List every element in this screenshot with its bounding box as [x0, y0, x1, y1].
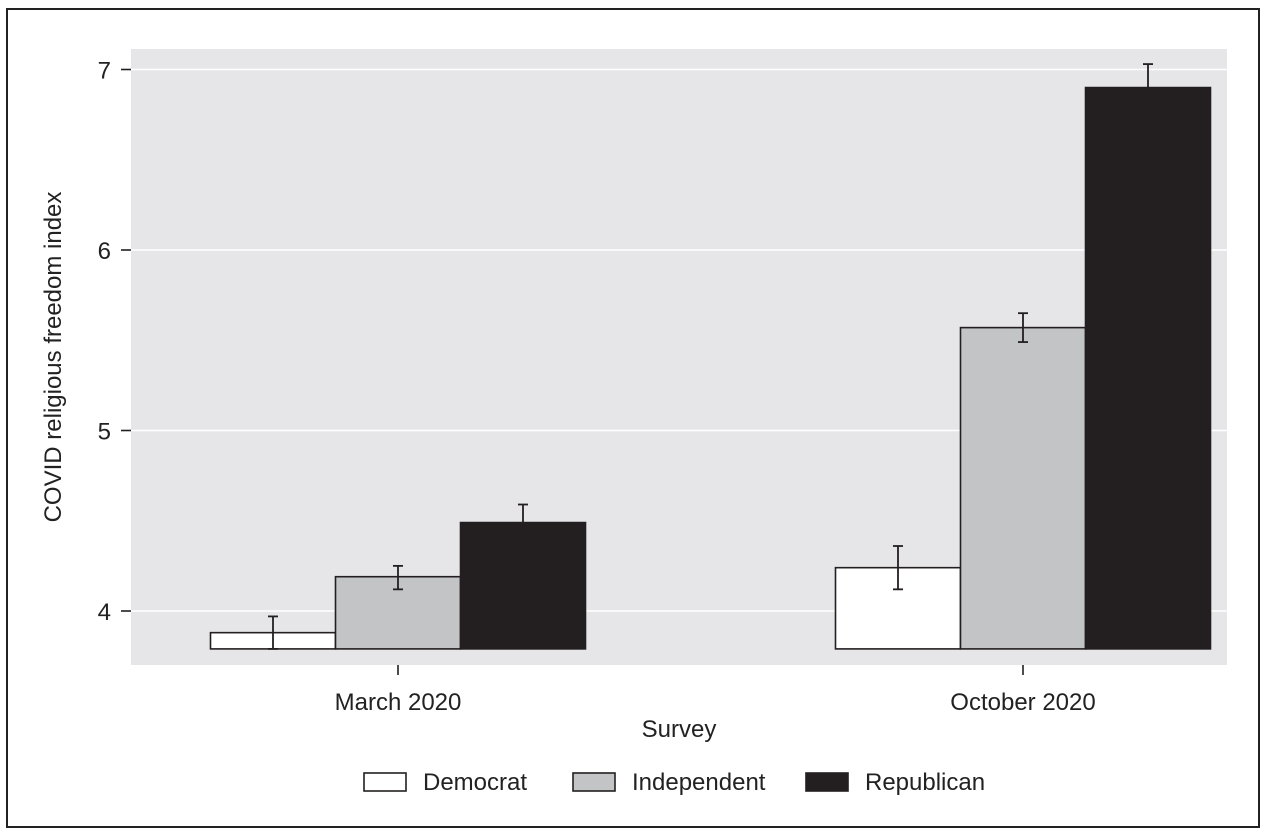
bar-republican [459, 521, 587, 650]
x-tick-label: October 2020 [950, 689, 1095, 716]
bar-republican [1084, 86, 1212, 650]
legend-key [363, 772, 407, 792]
y-tick-label: 5 [98, 419, 111, 446]
legend-label: Republican [865, 769, 985, 796]
y-tick-label: 6 [98, 238, 111, 265]
bar-independent [959, 326, 1087, 650]
y-tick-label: 4 [98, 599, 111, 626]
legend-label: Independent [632, 769, 766, 796]
legend-key [805, 772, 849, 792]
legend-item-democrat: Democrat [363, 769, 527, 796]
y-axis: 4 5 6 7 [98, 58, 131, 626]
legend-item-independent: Independent [572, 769, 766, 796]
legend-label: Democrat [423, 769, 527, 796]
x-axis: March 2020 October 2020 [335, 665, 1096, 716]
x-tick-label: March 2020 [335, 689, 462, 716]
legend-item-republican: Republican [805, 769, 985, 796]
bars [209, 86, 1212, 650]
x-axis-title: Survey [642, 716, 717, 743]
y-tick-label: 7 [98, 58, 111, 85]
error-bars [268, 63, 1153, 650]
legend: Democrat Independent Republican [363, 769, 985, 796]
legend-key [572, 772, 616, 792]
y-axis-title: COVID religious freedom index [40, 192, 67, 523]
